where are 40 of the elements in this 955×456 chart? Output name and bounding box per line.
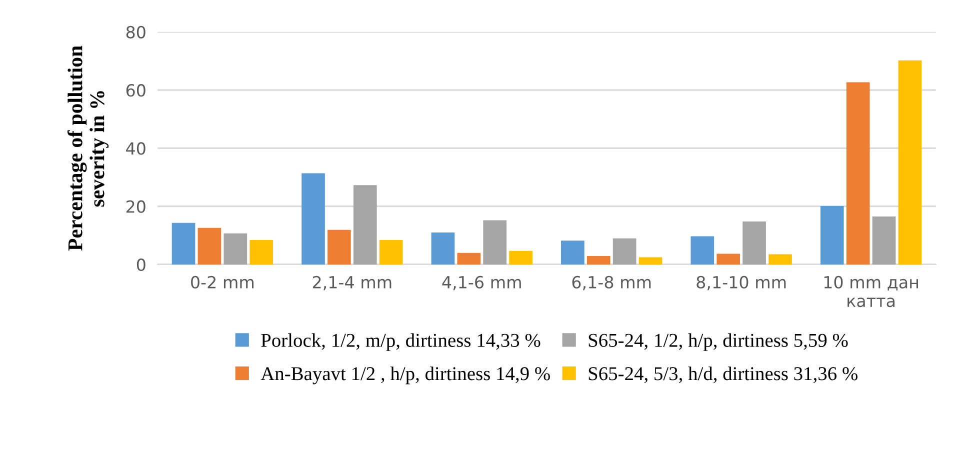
bar <box>328 230 351 264</box>
bar <box>353 185 377 264</box>
bar <box>586 256 610 264</box>
bar <box>716 254 740 264</box>
y-tick-label: 80 <box>126 26 146 38</box>
x-tick-label: 2,1-4 mm <box>312 276 392 290</box>
bar <box>457 252 481 264</box>
legend-label: S65-24, 5/3, h/d, dirtiness 31,36 % <box>588 366 858 384</box>
bar <box>742 221 766 264</box>
bar <box>846 82 870 264</box>
bar <box>612 238 636 264</box>
x-tick-label: 6,1-8 mm <box>572 276 651 290</box>
bar <box>768 254 792 264</box>
bar <box>690 236 714 264</box>
y-tick-label: 40 <box>126 142 146 155</box>
bar <box>172 222 196 264</box>
bar <box>898 60 922 264</box>
bar <box>250 240 274 264</box>
legend-label: S65-24, 1/2, h/p, dirtiness 5,59 % <box>588 333 848 351</box>
legend-label: An-Bayavt 1/2 , h/p, dirtiness 14,9 % <box>260 366 550 384</box>
bar <box>638 257 662 264</box>
bar <box>872 216 896 264</box>
bar <box>224 233 248 264</box>
bar <box>561 240 584 264</box>
x-tick-label: 8,1-10 mm <box>696 276 786 290</box>
y-axis-title: Percentage of pollution severity in % <box>67 46 109 251</box>
bar <box>509 250 532 264</box>
bar <box>379 240 403 264</box>
y-tick-label: 60 <box>126 84 146 97</box>
y-tick-label: 20 <box>126 200 146 213</box>
legend-label: Porlock, 1/2, m/p, dirtiness 14,33 % <box>261 333 540 351</box>
y-tick-label: 0 <box>136 258 146 272</box>
bar <box>483 220 507 264</box>
bar <box>302 173 325 264</box>
x-tick-label: 10 mm дан катта <box>824 276 918 308</box>
bar <box>198 228 222 264</box>
bar <box>431 232 455 264</box>
x-tick-label: 4,1-6 mm <box>442 276 521 290</box>
x-tick-label: 0-2 mm <box>191 276 254 288</box>
bar <box>820 206 844 264</box>
